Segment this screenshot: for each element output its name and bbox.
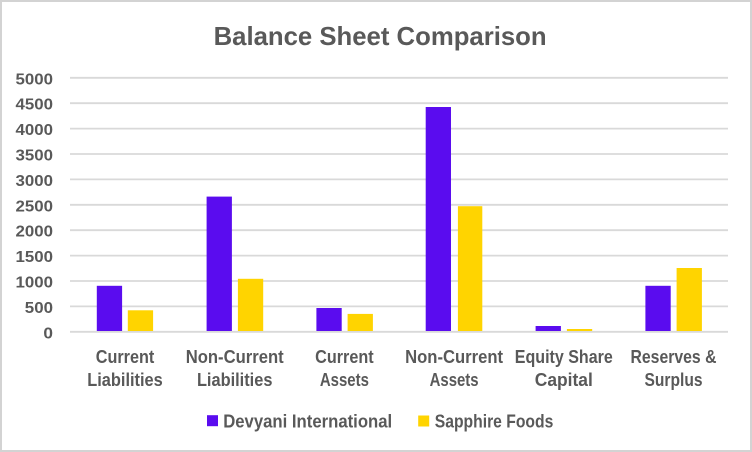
svg-text:500: 500 (25, 300, 53, 317)
svg-text:Non-Current: Non-Current (186, 347, 284, 367)
svg-text:Capital: Capital (535, 370, 593, 390)
svg-text:Sapphire Foods: Sapphire Foods (435, 411, 554, 431)
svg-text:Liabilities: Liabilities (197, 370, 273, 390)
svg-text:4500: 4500 (16, 97, 54, 114)
svg-text:0: 0 (43, 325, 53, 342)
svg-text:2500: 2500 (16, 198, 54, 215)
svg-text:4000: 4000 (16, 122, 54, 139)
svg-text:Assets: Assets (320, 370, 369, 390)
svg-text:Devyani International: Devyani International (223, 411, 392, 431)
svg-text:Non-Current: Non-Current (405, 347, 503, 367)
svg-text:2000: 2000 (16, 224, 54, 241)
svg-text:3500: 3500 (16, 148, 54, 165)
svg-text:Assets: Assets (430, 370, 479, 390)
svg-text:1000: 1000 (16, 275, 54, 292)
svg-text:Current: Current (315, 347, 374, 367)
svg-text:5000: 5000 (16, 71, 54, 88)
svg-text:Balance Sheet Comparison: Balance Sheet Comparison (214, 21, 547, 51)
svg-text:3000: 3000 (16, 173, 54, 190)
svg-text:Current: Current (96, 347, 155, 367)
svg-text:Reserves &: Reserves & (631, 347, 717, 367)
svg-text:Liabilities: Liabilities (87, 370, 163, 390)
svg-text:1500: 1500 (16, 249, 54, 266)
svg-text:Surplus: Surplus (645, 370, 703, 390)
svg-text:Equity Share: Equity Share (515, 347, 613, 367)
